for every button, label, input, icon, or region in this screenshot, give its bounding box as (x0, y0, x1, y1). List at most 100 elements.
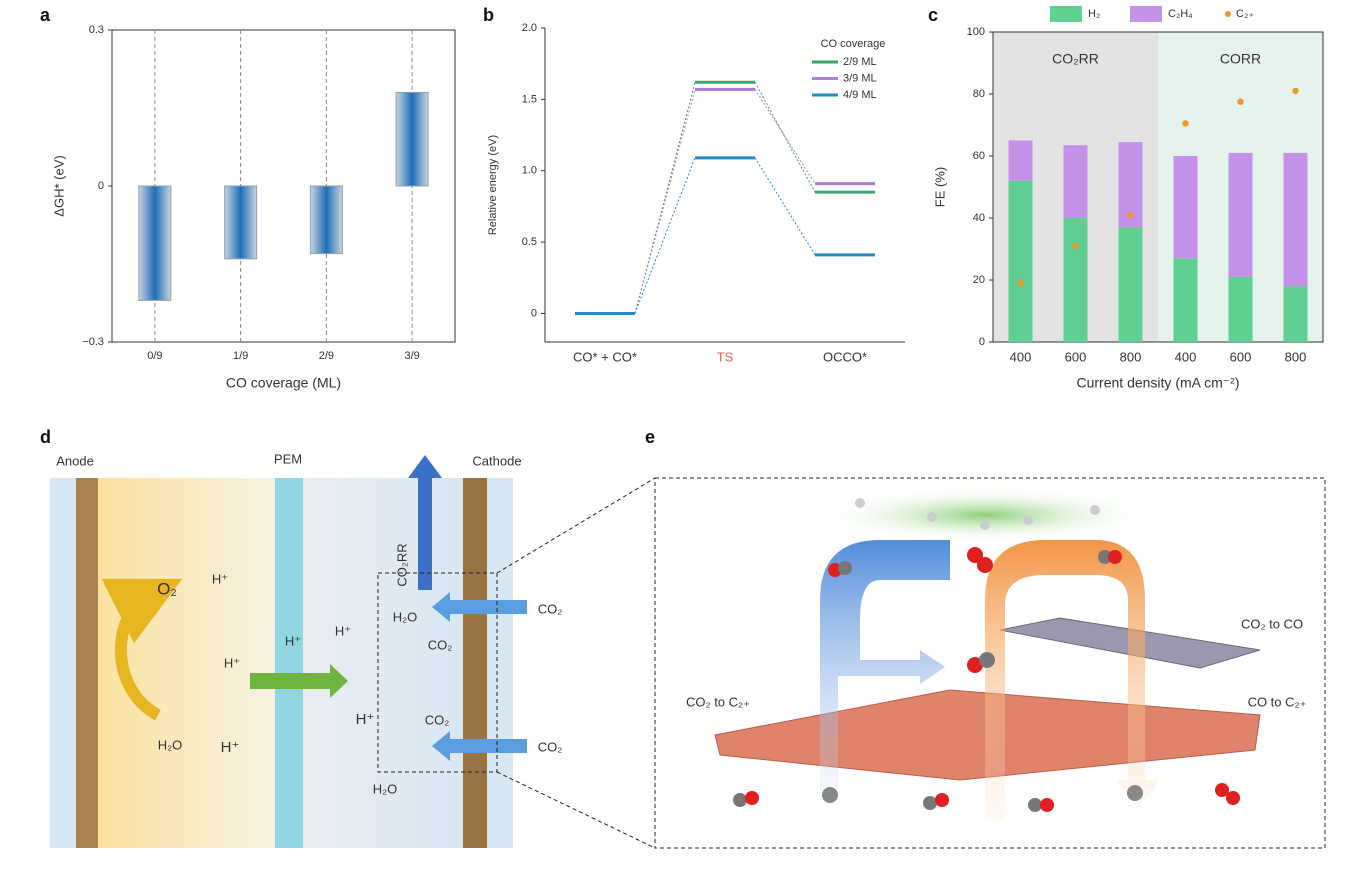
cathode-electrode (463, 478, 487, 848)
panel-e: e CO₂ to CO CO₂ to C₂₊ CO to C₂₊ (645, 427, 1326, 849)
x-axis-label: CO coverage (ML) (226, 375, 341, 391)
legend-title: CO coverage (821, 38, 886, 50)
x-tick-label: 400 (1010, 349, 1032, 364)
legend-label: 2/9 ML (843, 56, 877, 68)
y-axis-label: ΔGH* (eV) (51, 155, 66, 216)
panel-d: d Anode PEM Cathode O₂ H⁺ H₂O H⁺ H⁺ H⁺ H… (40, 427, 656, 849)
y-tick-label: −0.3 (82, 336, 104, 348)
x-tick-label: 800 (1120, 349, 1142, 364)
y-tick-label: 60 (973, 150, 985, 162)
point (1017, 279, 1024, 287)
x-tick-label: 400 (1175, 349, 1197, 364)
x-axis-label: Current density (mA cm⁻²) (1077, 375, 1240, 391)
cathode-region (303, 478, 463, 848)
species: CO₂ (428, 637, 453, 652)
bar (309, 185, 343, 255)
electrolyte (50, 478, 78, 848)
point (1292, 87, 1299, 95)
panel-label: c (928, 5, 938, 25)
point (1072, 242, 1079, 250)
y-tick-label: 80 (973, 88, 985, 100)
legend-label: 3/9 ML (843, 72, 877, 84)
gas-region (487, 478, 513, 848)
species: CO₂RR (394, 543, 409, 586)
bar (395, 91, 429, 187)
label: CO₂ to CO (1241, 616, 1303, 631)
panel-label: b (483, 5, 494, 25)
species: H⁺ (356, 711, 375, 728)
y-tick-label: 100 (967, 26, 985, 38)
panel-label: e (645, 427, 655, 447)
y-tick-label: 0.3 (89, 24, 104, 36)
bar-segment (1173, 258, 1198, 342)
y-tick-label: 20 (973, 274, 985, 286)
x-tick-label: CO* + CO* (573, 349, 637, 364)
y-tick-label: 0 (531, 307, 537, 319)
bar (138, 185, 172, 301)
legend-label: C₂₊ (1236, 8, 1254, 20)
bar-segment (1173, 156, 1198, 259)
y-tick-label: 2.0 (522, 22, 537, 34)
y-axis-label: FE (%) (932, 167, 947, 207)
y-axis-label: Relative energy (eV) (487, 135, 499, 235)
proton-arrow (250, 664, 348, 698)
label: Cathode (472, 453, 521, 468)
legend-swatch (1130, 6, 1162, 22)
co2-to-c2-flow (820, 540, 950, 800)
bar-segment (1063, 145, 1088, 218)
glow (815, 487, 1155, 543)
point (1127, 211, 1134, 219)
anode-electrode (76, 478, 98, 848)
x-tick-label: 1/9 (233, 350, 248, 362)
region-label: CORR (1220, 51, 1261, 67)
label: Anode (56, 453, 94, 468)
bar-segment (1283, 286, 1308, 342)
y-tick-label: 0.5 (522, 236, 537, 248)
point (1182, 120, 1189, 127)
connector (634, 89, 696, 314)
legend-swatch (1225, 11, 1231, 17)
y-tick-label: 1.5 (522, 93, 537, 105)
species: H⁺ (212, 571, 228, 586)
bar-segment (1008, 140, 1033, 181)
bar-segment (1283, 152, 1308, 287)
y-tick-label: 0 (98, 180, 104, 192)
y-tick-label: 1.0 (522, 165, 537, 177)
species: O₂ (157, 579, 177, 598)
co2rr-arrow (408, 455, 442, 590)
zoom-box (377, 572, 498, 773)
x-tick-label: 3/9 (404, 350, 419, 362)
pem (275, 478, 303, 848)
oer-arrow (101, 578, 183, 721)
zoom-line (496, 771, 656, 849)
species: H⁺ (285, 633, 301, 648)
bar-segment (1228, 152, 1253, 277)
connector (634, 82, 696, 314)
legend-label: H₂ (1088, 8, 1100, 20)
x-tick-label: OCCO* (823, 349, 867, 364)
connector (754, 89, 816, 184)
legend-label: 4/9 ML (843, 89, 877, 101)
x-tick-label: TS (717, 349, 734, 364)
species: H₂O (373, 781, 398, 796)
bar-segment (1063, 218, 1088, 342)
label: CO₂ to C₂₊ (686, 694, 750, 709)
axes-frame (111, 29, 456, 343)
bar-segment (1008, 180, 1033, 342)
x-tick-label: 0/9 (147, 350, 162, 362)
y-tick-label: 0 (979, 336, 985, 348)
connector (634, 157, 696, 314)
label: PEM (274, 451, 302, 466)
label: CO to C₂₊ (1248, 694, 1307, 709)
co2-arrow (432, 592, 527, 622)
bar (224, 185, 258, 260)
molecules (733, 498, 1240, 812)
co2-arrow (432, 731, 527, 761)
x-tick-label: 600 (1230, 349, 1252, 364)
species: H⁺ (335, 623, 351, 638)
x-tick-label: 2/9 (319, 350, 334, 362)
species: CO₂ (538, 739, 563, 754)
panel-label: a (40, 5, 51, 25)
connector (754, 157, 816, 256)
